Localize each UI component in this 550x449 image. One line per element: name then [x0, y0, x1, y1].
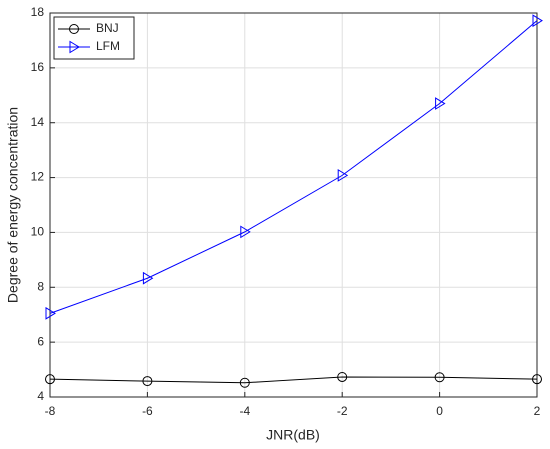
x-tick-label: 0 [436, 404, 443, 418]
marker [532, 14, 543, 28]
marker [532, 374, 542, 385]
marker [240, 225, 251, 239]
plot-frame [49, 12, 538, 398]
marker [45, 306, 56, 320]
y-axis-label: Degree of energy concentration [5, 107, 21, 303]
y-tick-label: 10 [31, 225, 45, 239]
marker [337, 168, 349, 182]
legend-label: BNJ [96, 21, 119, 35]
legend-label: LFM [96, 39, 120, 53]
y-tick-label: 12 [31, 170, 45, 184]
x-tick-label: -4 [239, 404, 250, 418]
y-tick-label: 16 [31, 60, 45, 74]
y-tick-label: 14 [31, 115, 45, 129]
marker [142, 271, 154, 285]
y-tick-label: 18 [31, 5, 45, 19]
marker [45, 374, 55, 385]
marker [239, 377, 250, 388]
y-tick-label: 6 [37, 334, 44, 348]
x-tick-label: 2 [534, 404, 541, 418]
legend-box [53, 16, 135, 60]
x-tick-label: -8 [45, 404, 56, 418]
x-tick-label: -2 [337, 404, 348, 418]
marker [337, 371, 348, 382]
x-axis-label: JNR(dB) [266, 427, 320, 443]
marker [434, 372, 445, 383]
y-tick-label: 4 [37, 389, 44, 403]
series-line [49, 20, 538, 314]
marker [69, 24, 79, 34]
y-tick-label: 8 [37, 279, 44, 293]
x-tick-label: -6 [142, 404, 153, 418]
marker [69, 40, 80, 54]
series-line [49, 376, 538, 384]
marker [142, 376, 153, 387]
marker [435, 97, 446, 110]
